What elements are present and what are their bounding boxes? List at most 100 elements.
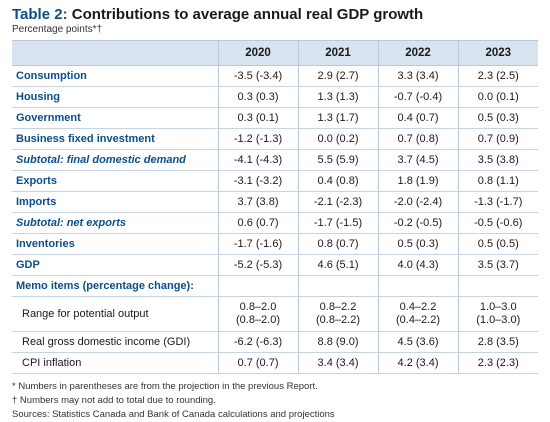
table-cell: -1.7 (-1.6) — [217, 233, 298, 255]
table-cell: -4.1 (-4.3) — [217, 149, 298, 171]
range-previous: (0.8–2.2) — [315, 314, 361, 326]
row-label: Consumption — [12, 65, 218, 87]
table-cell: 2.3 (2.5) — [457, 65, 538, 87]
memo-row: Range for potential output 0.8–2.0 (0.8–2… — [12, 296, 538, 332]
table-row: Imports 3.7 (3.8) -2.1 (-2.3) -2.0 (-2.4… — [12, 191, 538, 213]
range-previous: (0.4–2.2) — [395, 314, 441, 326]
table-cell: 1.0–3.0 (1.0–3.0) — [457, 296, 538, 332]
table-cell: 1.3 (1.7) — [297, 107, 378, 129]
range-current: 0.8–2.0 — [239, 301, 277, 313]
row-label: CPI inflation — [12, 352, 218, 374]
table-row: Housing 0.3 (0.3) 1.3 (1.3) -0.7 (-0.4) … — [12, 86, 538, 108]
row-label: GDP — [12, 254, 218, 276]
table-cell: -2.1 (-2.3) — [297, 191, 378, 213]
table-title-text: Contributions to average annual real GDP… — [71, 6, 424, 23]
table-row: Exports -3.1 (-3.2) 0.4 (0.8) 1.8 (1.9) … — [12, 170, 538, 192]
table-cell: 4.2 (3.4) — [377, 352, 458, 374]
table-cell: 1.3 (1.3) — [297, 86, 378, 108]
memo-row: Real gross domestic income (GDI) -6.2 (-… — [12, 331, 538, 353]
table-title: Table 2: Contributions to average annual… — [12, 6, 538, 24]
table-cell: 3.5 (3.7) — [457, 254, 538, 276]
table-cell: -0.2 (-0.5) — [377, 212, 458, 234]
table-cell: 3.7 (4.5) — [377, 149, 458, 171]
table-row-subtotal: Subtotal: net exports 0.6 (0.7) -1.7 (-1… — [12, 212, 538, 234]
range-current: 1.0–3.0 — [479, 301, 517, 313]
table-cell: 0.8–2.2 (0.8–2.2) — [297, 296, 378, 332]
table-cell: 4.5 (3.6) — [377, 331, 458, 353]
table-cell: 4.0 (4.3) — [377, 254, 458, 276]
table-cell-empty — [297, 275, 378, 297]
column-header-2021: 2021 — [297, 40, 378, 66]
table-cell: 0.7 (0.8) — [377, 128, 458, 150]
row-label: Exports — [12, 170, 218, 192]
table-subtitle: Percentage points*† — [12, 24, 103, 35]
row-label: Subtotal: final domestic demand — [12, 149, 218, 171]
table-cell: 0.4 (0.7) — [377, 107, 458, 129]
footnote-asterisk: * Numbers in parentheses are from the pr… — [12, 381, 318, 392]
row-label: Housing — [12, 86, 218, 108]
table-row: Inventories -1.7 (-1.6) 0.8 (0.7) 0.5 (0… — [12, 233, 538, 255]
table-number: Table 2: — [12, 6, 68, 23]
row-label: Real gross domestic income (GDI) — [12, 331, 218, 353]
table-cell-empty — [377, 275, 458, 297]
header-row: 2020 2021 2022 2023 — [12, 40, 538, 66]
table-cell: 0.5 (0.5) — [457, 233, 538, 255]
footnote-dagger: † Numbers may not add to total due to ro… — [12, 395, 216, 406]
table-cell: -0.7 (-0.4) — [377, 86, 458, 108]
table-cell: 0.0 (0.2) — [297, 128, 378, 150]
table-cell: 0.4 (0.8) — [297, 170, 378, 192]
table-row: Government 0.3 (0.1) 1.3 (1.7) 0.4 (0.7)… — [12, 107, 538, 129]
table-cell: -3.5 (-3.4) — [217, 65, 298, 87]
table-cell: 3.7 (3.8) — [217, 191, 298, 213]
table-cell: 0.6 (0.7) — [217, 212, 298, 234]
table-cell: -1.2 (-1.3) — [217, 128, 298, 150]
table-cell-empty — [457, 275, 538, 297]
table-cell: 2.3 (2.3) — [457, 352, 538, 374]
range-previous: (0.8–2.0) — [235, 314, 281, 326]
row-label: Business fixed investment — [12, 128, 218, 150]
table-row-subtotal: Subtotal: final domestic demand -4.1 (-4… — [12, 149, 538, 171]
range-current: 0.4–2.2 — [399, 301, 437, 313]
memo-heading-row: Memo items (percentage change): — [12, 275, 538, 297]
table-row: Consumption -3.5 (-3.4) 2.9 (2.7) 3.3 (3… — [12, 65, 538, 87]
table-cell: -3.1 (-3.2) — [217, 170, 298, 192]
table-cell: -1.7 (-1.5) — [297, 212, 378, 234]
row-label: Government — [12, 107, 218, 129]
table-cell: 0.5 (0.3) — [377, 233, 458, 255]
table-cell: -2.0 (-2.4) — [377, 191, 458, 213]
table-cell: -6.2 (-6.3) — [217, 331, 298, 353]
column-header-2022: 2022 — [377, 40, 458, 66]
table-cell: 0.7 (0.9) — [457, 128, 538, 150]
table-cell-empty — [217, 275, 298, 297]
range-previous: (1.0–3.0) — [476, 314, 521, 326]
table-cell: 0.3 (0.3) — [217, 86, 298, 108]
table-cell: 2.9 (2.7) — [297, 65, 378, 87]
table-row: Business fixed investment -1.2 (-1.3) 0.… — [12, 128, 538, 150]
row-label: Range for potential output — [12, 296, 218, 332]
table-cell: 0.8 (0.7) — [297, 233, 378, 255]
table-cell: 0.0 (0.1) — [457, 86, 538, 108]
row-label: Subtotal: net exports — [12, 212, 218, 234]
column-header-2023: 2023 — [457, 40, 538, 66]
table-cell: 0.8 (1.1) — [457, 170, 538, 192]
table-row-total: GDP -5.2 (-5.3) 4.6 (5.1) 4.0 (4.3) 3.5 … — [12, 254, 538, 276]
range-current: 0.8–2.2 — [319, 301, 357, 313]
table-cell: 3.4 (3.4) — [297, 352, 378, 374]
table-cell: -1.3 (-1.7) — [457, 191, 538, 213]
sources-note: Sources: Statistics Canada and Bank of C… — [12, 409, 335, 420]
table-cell: -0.5 (-0.6) — [457, 212, 538, 234]
column-header-2020: 2020 — [217, 40, 298, 66]
table-cell: 5.5 (5.9) — [297, 149, 378, 171]
table-cell: 0.3 (0.1) — [217, 107, 298, 129]
table-cell: 3.3 (3.4) — [377, 65, 458, 87]
table-cell: -5.2 (-5.3) — [217, 254, 298, 276]
table-cell: 0.8–2.0 (0.8–2.0) — [217, 296, 298, 332]
header-blank — [12, 40, 218, 66]
table-cell: 0.5 (0.3) — [457, 107, 538, 129]
row-label: Inventories — [12, 233, 218, 255]
table-cell: 4.6 (5.1) — [297, 254, 378, 276]
table-cell: 0.4–2.2 (0.4–2.2) — [377, 296, 458, 332]
memo-heading: Memo items (percentage change): — [12, 275, 218, 297]
table-cell: 8.8 (9.0) — [297, 331, 378, 353]
